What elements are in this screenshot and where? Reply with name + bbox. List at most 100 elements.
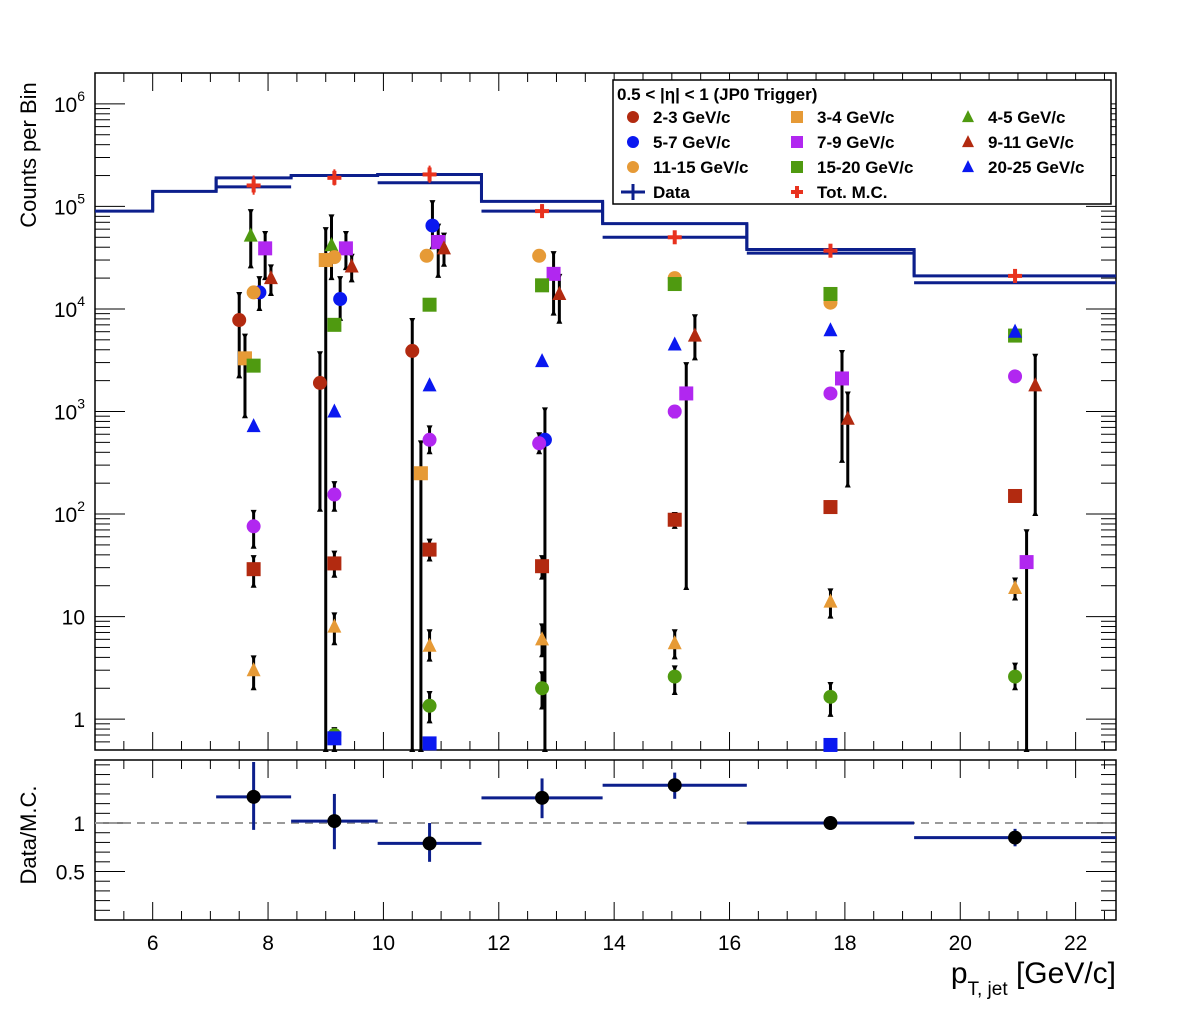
low-marker-point xyxy=(327,556,342,571)
low-marker-errbar-cap xyxy=(671,629,678,636)
series-errbar-cap xyxy=(417,746,424,752)
series-point xyxy=(835,371,850,386)
low-marker-point xyxy=(422,542,437,557)
low-marker-errbar-cap xyxy=(539,651,546,658)
low-marker-point xyxy=(667,669,682,684)
series-errbar-cap xyxy=(247,262,254,269)
low-marker-errbar-cap xyxy=(426,538,433,545)
series-point xyxy=(546,266,561,281)
legend-marker xyxy=(962,160,974,173)
series-point xyxy=(246,285,261,300)
top-y-tick-base: 1 xyxy=(73,709,85,732)
low-marker-errbar-cap xyxy=(827,612,834,619)
series-errbar-cap xyxy=(328,214,335,221)
series-point xyxy=(422,297,437,312)
low-marker-point xyxy=(823,500,838,515)
low-marker-errbar-cap xyxy=(827,682,834,689)
top-y-tick-label: 106 xyxy=(54,88,85,117)
legend-label: 4-5 GeV/c xyxy=(988,108,1066,127)
low-marker-errbar-cap xyxy=(539,623,546,630)
top-y-tick-exponent: 6 xyxy=(77,88,85,104)
top-y-tick-exponent: 2 xyxy=(77,498,85,514)
series-point xyxy=(232,313,247,328)
series-point xyxy=(344,258,359,273)
low-marker-errbar-cap xyxy=(331,746,338,752)
series-errbar-cap xyxy=(267,289,274,296)
low-marker-point xyxy=(422,698,437,713)
top-y-tick-label: 103 xyxy=(54,396,85,425)
series-point xyxy=(333,292,348,307)
top-ylabel: Counts per Bin xyxy=(16,82,41,228)
legend: 0.5 < |η| < 1 (JP0 Trigger) 2-3 GeV/c 3-4… xyxy=(612,79,1112,205)
top-y-tick-label: 1 xyxy=(73,709,85,732)
legend-entries: 2-3 GeV/c 3-4 GeV/c 4-5 GeV/c 5-7 GeV/c 7-9 … xyxy=(621,108,1084,202)
low-marker-point xyxy=(1008,369,1023,384)
series-errbar-cap xyxy=(844,391,851,398)
low-marker-point xyxy=(1008,579,1023,595)
low-marker-errbar-cap xyxy=(539,671,546,678)
series-errbar-cap xyxy=(550,309,557,316)
low-marker-errbar-cap xyxy=(536,448,543,455)
series-point xyxy=(1008,323,1023,338)
series-errbar-cap xyxy=(322,227,329,234)
legend-label: 7-9 GeV/c xyxy=(817,133,895,152)
low-marker-point xyxy=(823,689,838,704)
tot-mc-point xyxy=(332,170,337,185)
legend-label: 20-25 GeV/c xyxy=(988,158,1084,177)
series-point xyxy=(258,241,273,256)
bottom-ylabel: Data/M.C. xyxy=(16,785,41,884)
x-tick-label: 12 xyxy=(487,932,510,955)
legend-marker xyxy=(627,136,639,148)
legend-marker xyxy=(627,111,639,123)
low-marker-errbar-cap xyxy=(426,717,433,724)
low-marker-errbar-cap xyxy=(1012,662,1019,669)
top-y-tick-base: 10 xyxy=(54,504,77,527)
low-marker-errbar-cap xyxy=(331,571,338,578)
series-errbar-cap xyxy=(236,372,243,379)
x-axis-title-unit: [GeV/c] xyxy=(1008,957,1116,990)
legend-marker xyxy=(791,136,803,148)
series-errbar-cap xyxy=(844,481,851,488)
x-tick-label: 6 xyxy=(147,932,159,955)
low-marker-errbar-cap xyxy=(250,655,257,662)
low-marker-point xyxy=(535,681,550,696)
series-errbar-cap xyxy=(1032,353,1039,360)
ratio-point xyxy=(1008,830,1023,845)
series-errbar-cap xyxy=(236,291,243,298)
low-marker-errbar-cap xyxy=(331,481,338,488)
series-point xyxy=(840,410,855,425)
series-point xyxy=(246,418,261,433)
legend-marker xyxy=(791,161,803,173)
low-marker-errbar-cap xyxy=(331,612,338,619)
series-point xyxy=(324,236,339,252)
low-marker-errbar-cap xyxy=(250,581,257,588)
series-errbar-cap xyxy=(541,746,548,752)
low-marker-errbar-cap xyxy=(426,690,433,697)
legend-label: 2-3 GeV/c xyxy=(653,108,731,127)
low-marker-errbar-cap xyxy=(539,573,546,580)
ratio-point xyxy=(535,790,550,805)
series-point xyxy=(243,227,258,242)
series-errbar-cap xyxy=(348,276,355,283)
low-marker-errbar-cap xyxy=(331,639,338,646)
series-errbar-cap xyxy=(440,260,447,267)
series-point xyxy=(246,358,261,373)
low-marker-errbar-cap xyxy=(539,703,546,710)
series-point xyxy=(327,403,342,418)
low-marker-errbar-cap xyxy=(426,655,433,662)
low-marker-errbar-cap xyxy=(1012,684,1019,691)
series-errbar-cap xyxy=(417,440,424,447)
series-point xyxy=(338,241,353,256)
series-errbar-cap xyxy=(435,271,442,278)
series-point xyxy=(667,277,682,292)
tot-mc-markers xyxy=(246,165,1023,283)
series-errbar-cap xyxy=(556,317,563,324)
series-errbar-cap xyxy=(262,231,269,238)
ratio-points xyxy=(216,761,1116,862)
series-errbar-cap xyxy=(683,584,690,591)
series-errbar-cap xyxy=(241,333,248,340)
series-errbar-cap xyxy=(409,318,416,325)
series-errbar-cap xyxy=(429,200,436,207)
series-errbar-cap xyxy=(691,354,698,361)
series-errbar-cap xyxy=(267,264,274,271)
